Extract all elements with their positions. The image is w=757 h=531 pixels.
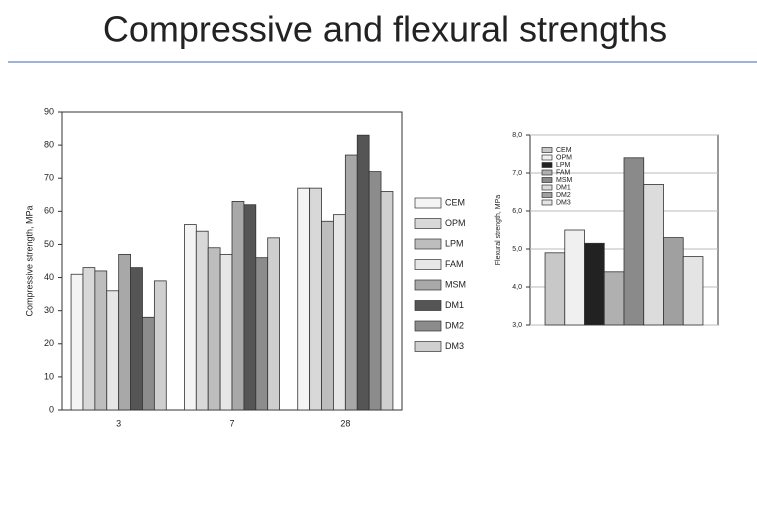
legend-label: OPM xyxy=(556,154,572,161)
y-tick-label: 0 xyxy=(49,404,54,414)
y-tick-label: 70 xyxy=(44,173,54,183)
y-tick-label: 7,0 xyxy=(512,170,522,177)
legend-label: MSM xyxy=(556,177,573,184)
legend-swatch xyxy=(415,219,441,229)
y-tick-label: 80 xyxy=(44,139,54,149)
legend-swatch xyxy=(415,260,441,270)
legend-swatch xyxy=(542,155,552,160)
y-tick-label: 50 xyxy=(44,239,54,249)
bar xyxy=(131,268,143,410)
bar xyxy=(624,158,644,325)
bar xyxy=(345,155,357,410)
legend-swatch xyxy=(415,280,441,290)
bar xyxy=(95,271,107,410)
bar xyxy=(298,188,310,410)
legend-swatch xyxy=(415,321,441,331)
legend-label: LPM xyxy=(556,162,571,169)
legend-swatch xyxy=(542,193,552,198)
legend-swatch xyxy=(415,342,441,352)
x-tick-label: 28 xyxy=(340,418,350,428)
bar xyxy=(683,257,703,325)
y-axis-label: Compressive strength, MPa xyxy=(24,205,34,316)
y-tick-label: 3,0 xyxy=(512,322,522,329)
legend-label: LPM xyxy=(445,238,464,248)
legend-swatch xyxy=(542,178,552,183)
legend-label: DM1 xyxy=(556,184,571,191)
bar xyxy=(322,221,334,410)
legend-label: DM3 xyxy=(556,199,571,206)
bar xyxy=(107,291,119,410)
legend-label: DM1 xyxy=(445,300,464,310)
page: Compressive and flexural strengths 0 10 20… xyxy=(0,0,757,531)
legend-label: CEM xyxy=(445,197,465,207)
bar xyxy=(154,281,166,410)
y-tick-label: 4,0 xyxy=(512,284,522,291)
bar xyxy=(644,184,664,325)
bar xyxy=(381,191,393,410)
y-tick-label: 20 xyxy=(44,338,54,348)
bar xyxy=(663,238,683,325)
y-tick-label: 30 xyxy=(44,305,54,315)
bar xyxy=(142,317,154,410)
y-tick-label: 60 xyxy=(44,206,54,216)
bar xyxy=(220,254,232,410)
legend-label: CEM xyxy=(556,147,572,154)
bar xyxy=(196,231,208,410)
legend-swatch xyxy=(542,185,552,190)
legend-label: DM3 xyxy=(445,341,464,351)
bar xyxy=(357,135,369,410)
x-tick-label: 3 xyxy=(116,418,121,428)
legend-swatch xyxy=(542,200,552,205)
y-tick-label: 40 xyxy=(44,272,54,282)
y-tick-label: 8,0 xyxy=(512,132,522,139)
legend-label: FAM xyxy=(556,169,571,176)
bar xyxy=(256,258,268,410)
legend-swatch xyxy=(542,170,552,175)
y-axis-label: Flexural strength, MPa xyxy=(495,195,502,266)
slide: Compressive and flexural strengths 0 10 20… xyxy=(0,0,757,531)
legend-swatch xyxy=(415,239,441,249)
y-tick-label: 10 xyxy=(44,371,54,381)
bar xyxy=(119,254,131,410)
slide-title: Compressive and flexural strengths xyxy=(103,9,667,50)
legend-swatch xyxy=(542,148,552,153)
legend-label: DM2 xyxy=(556,192,571,199)
bar xyxy=(71,274,83,410)
bar xyxy=(604,272,624,325)
bar xyxy=(565,230,585,325)
legend-label: OPM xyxy=(445,218,466,228)
bar xyxy=(369,172,381,410)
bar xyxy=(244,205,256,410)
legend-swatch xyxy=(542,163,552,168)
bar xyxy=(268,238,280,410)
bar xyxy=(333,215,345,410)
y-tick-label: 6,0 xyxy=(512,208,522,215)
bar xyxy=(184,225,196,410)
legend-swatch xyxy=(415,198,441,208)
bar xyxy=(585,243,605,325)
bar xyxy=(232,201,244,410)
bar xyxy=(310,188,322,410)
bar xyxy=(83,268,95,410)
y-tick-label: 90 xyxy=(44,106,54,116)
bar xyxy=(208,248,220,410)
x-tick-label: 7 xyxy=(229,418,234,428)
legend-label: DM2 xyxy=(445,320,464,330)
legend-swatch xyxy=(415,301,441,311)
legend-label: FAM xyxy=(445,259,464,269)
bar xyxy=(545,253,565,325)
legend-label: MSM xyxy=(445,279,466,289)
y-tick-label: 5,0 xyxy=(512,246,522,253)
